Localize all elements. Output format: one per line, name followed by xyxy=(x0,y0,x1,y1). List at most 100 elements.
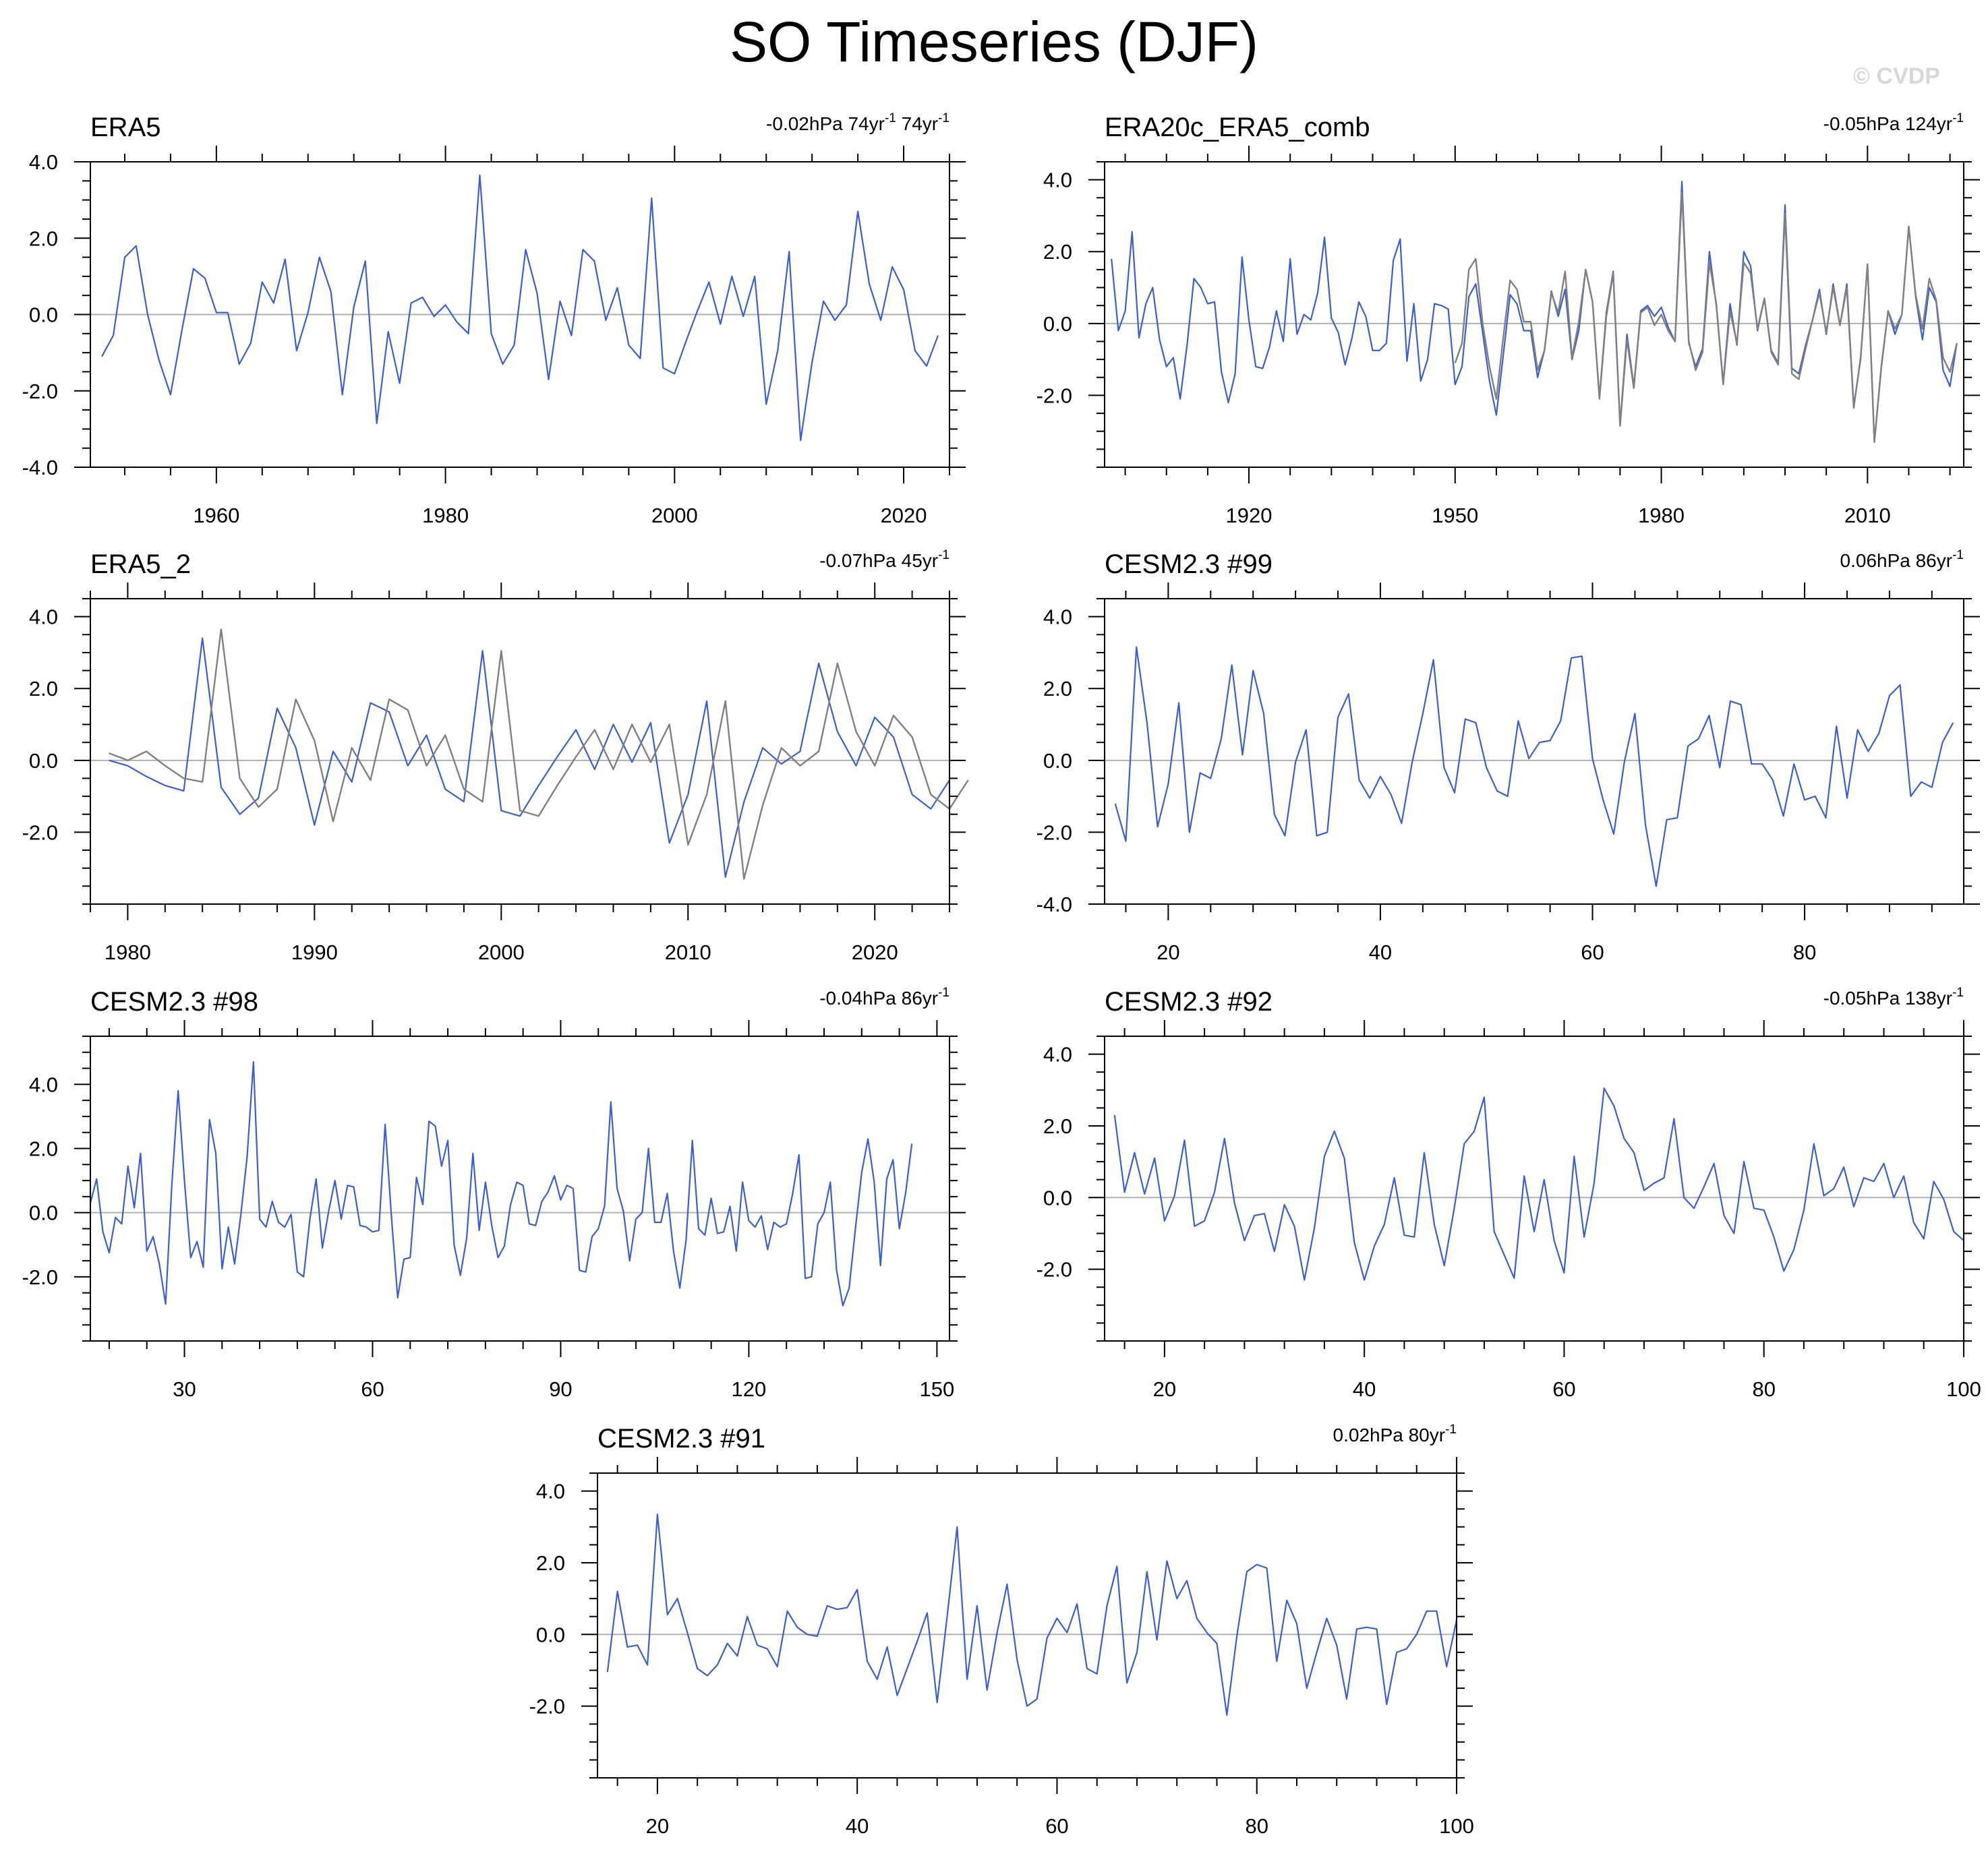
y-tick-label: 4.0 xyxy=(1043,1043,1072,1067)
y-tick-label: 0.0 xyxy=(29,749,58,773)
y-tick-label: 2.0 xyxy=(29,677,58,700)
y-tick-label: 2.0 xyxy=(29,1137,58,1161)
trend-superscript: -1 xyxy=(885,111,896,125)
y-tick-label: -2.0 xyxy=(22,820,58,844)
series-line-1 xyxy=(606,1514,1458,1716)
y-tick-label: 4.0 xyxy=(536,1480,565,1503)
panel-title: ERA5_2 xyxy=(90,549,191,579)
x-tick-label: 80 xyxy=(1793,940,1816,964)
x-tick-label: 2020 xyxy=(852,940,898,964)
series-line-1 xyxy=(1113,1087,1964,1281)
series-line-2 xyxy=(109,628,969,880)
y-tick-label: 0.0 xyxy=(29,1201,58,1225)
chart-panel-3: -2.0 0.0 2.0 4.0 1980 1990 2000 2010 2020 ERA5_2 -… xyxy=(22,548,969,964)
y-tick-label: -2.0 xyxy=(1036,384,1072,407)
y-tick-label: 4.0 xyxy=(29,605,58,629)
y-tick-label: -2.0 xyxy=(1036,820,1072,844)
panel-title: ERA20c_ERA5_comb xyxy=(1105,113,1370,142)
x-tick-label: 1960 xyxy=(193,504,239,527)
plot-frame xyxy=(90,598,950,905)
plot-frame xyxy=(1104,161,1964,468)
y-tick-label: 2.0 xyxy=(1043,240,1072,264)
series-line-2 xyxy=(1454,191,1958,443)
x-tick-label: 2010 xyxy=(1844,504,1891,527)
x-tick-label: 1990 xyxy=(291,940,338,964)
x-tick-label: 1980 xyxy=(1638,504,1685,527)
x-tick-label: 100 xyxy=(1439,1814,1474,1838)
trend-text: 0.06hPa 86yr xyxy=(1840,550,1953,571)
trend-superscript: -1 xyxy=(1952,548,1964,562)
trend-label: -0.05hPa 124yr-1 xyxy=(1823,111,1964,134)
trend-superscript: -1 xyxy=(938,986,949,1000)
y-tick-label: -4.0 xyxy=(1036,893,1072,916)
y-tick-label: 0.0 xyxy=(29,303,58,327)
trend-text: -0.04hPa 86yr xyxy=(819,988,938,1009)
x-tick-label: 60 xyxy=(1552,1377,1575,1401)
x-tick-label: 120 xyxy=(732,1377,767,1401)
trend-superscript: -1 xyxy=(1445,1423,1457,1437)
panel-title: CESM2.3 #91 xyxy=(597,1424,765,1454)
y-tick-label: 2.0 xyxy=(1043,677,1072,700)
chart-panel-7: -2.0 0.0 2.0 4.0 20 40 60 80 100 CESM2.3 #91 0.02h… xyxy=(529,1423,1474,1838)
trend-superscript: -1 xyxy=(1952,111,1964,125)
trend-superscript: -1 xyxy=(1952,986,1964,1000)
x-tick-label: 60 xyxy=(361,1377,384,1401)
x-tick-label: 20 xyxy=(646,1814,669,1838)
y-tick-label: -2.0 xyxy=(22,380,58,403)
y-tick-label: 4.0 xyxy=(29,1073,58,1096)
y-tick-label: -2.0 xyxy=(529,1695,565,1719)
x-tick-label: 40 xyxy=(1369,940,1392,964)
x-tick-label: 2020 xyxy=(881,504,927,527)
chart-panel-5: -2.0 0.0 2.0 4.0 30 60 90 120 150 CESM2.3 #98 -0.0… xyxy=(22,986,966,1401)
figure-title: SO Timeseries (DJF) xyxy=(729,10,1259,73)
chart-panel-2: -2.0 0.0 2.0 4.0 1920 1950 1980 2010 ERA20c_ERA5… xyxy=(1036,111,1980,527)
plot-frame xyxy=(597,1472,1457,1779)
panel-title: ERA5 xyxy=(90,113,161,142)
plot-frame xyxy=(1104,1036,1964,1342)
trend-label: 0.06hPa 86yr-1 xyxy=(1840,548,1964,571)
y-tick-label: 2.0 xyxy=(1043,1114,1072,1138)
watermark: © CVDP xyxy=(1853,63,1940,89)
chart-panel-1: -4.0 -2.0 0.0 2.0 4.0 1960 1980 2000 2020 ERA5 -0.… xyxy=(22,111,966,527)
y-tick-label: 4.0 xyxy=(1043,605,1072,629)
y-tick-label: 4.0 xyxy=(29,150,58,174)
x-tick-label: 2000 xyxy=(651,504,698,527)
trend-text: -0.07hPa 45yr xyxy=(819,550,938,571)
plot-frame xyxy=(1104,598,1964,905)
trend-label: -0.07hPa 45yr-1 xyxy=(819,548,949,571)
y-tick-label: 0.0 xyxy=(1043,749,1072,773)
panel-title: CESM2.3 #99 xyxy=(1105,549,1273,579)
x-tick-label: 20 xyxy=(1157,940,1179,964)
series-line-1 xyxy=(1114,646,1954,887)
x-tick-label: 20 xyxy=(1153,1377,1176,1401)
trend-text: 0.02hPa 80yr xyxy=(1333,1425,1446,1445)
x-tick-label: 2000 xyxy=(478,940,525,964)
x-tick-label: 30 xyxy=(173,1377,196,1401)
x-tick-label: 150 xyxy=(920,1377,955,1401)
y-tick-label: 2.0 xyxy=(536,1551,565,1575)
trend-superscript: -1 xyxy=(938,548,949,562)
x-tick-label: 1950 xyxy=(1432,504,1478,527)
trend-label: -0.04hPa 86yr-1 xyxy=(819,986,949,1009)
x-tick-label: 40 xyxy=(1353,1377,1376,1401)
x-tick-label: 100 xyxy=(1946,1377,1981,1401)
trend-label: 0.02hPa 80yr-1 xyxy=(1333,1423,1457,1445)
trend-text: -0.02hPa 74yr xyxy=(766,113,885,134)
panel-title: CESM2.3 #98 xyxy=(90,987,258,1017)
y-tick-label: 0.0 xyxy=(1043,1186,1072,1209)
trend-text-2: 74yr xyxy=(896,113,938,134)
series-line-1 xyxy=(89,1061,913,1307)
panel-title: CESM2.3 #92 xyxy=(1105,987,1273,1017)
series-line-1 xyxy=(109,637,950,878)
trend-superscript-2: -1 xyxy=(938,111,949,125)
y-tick-label: -2.0 xyxy=(22,1265,58,1289)
chart-panel-6: -2.0 0.0 2.0 4.0 20 40 60 80 100 CESM2.3 #92 -0.05… xyxy=(1036,986,1981,1401)
trend-label: -0.02hPa 74yr-1 74yr-1 xyxy=(766,111,949,134)
trend-text: -0.05hPa 138yr xyxy=(1823,988,1952,1009)
x-tick-label: 1980 xyxy=(422,504,469,527)
y-tick-label: 0.0 xyxy=(1043,312,1072,336)
plot-frame xyxy=(90,1036,950,1342)
y-tick-label: 0.0 xyxy=(536,1623,565,1646)
y-tick-label: 2.0 xyxy=(29,227,58,250)
